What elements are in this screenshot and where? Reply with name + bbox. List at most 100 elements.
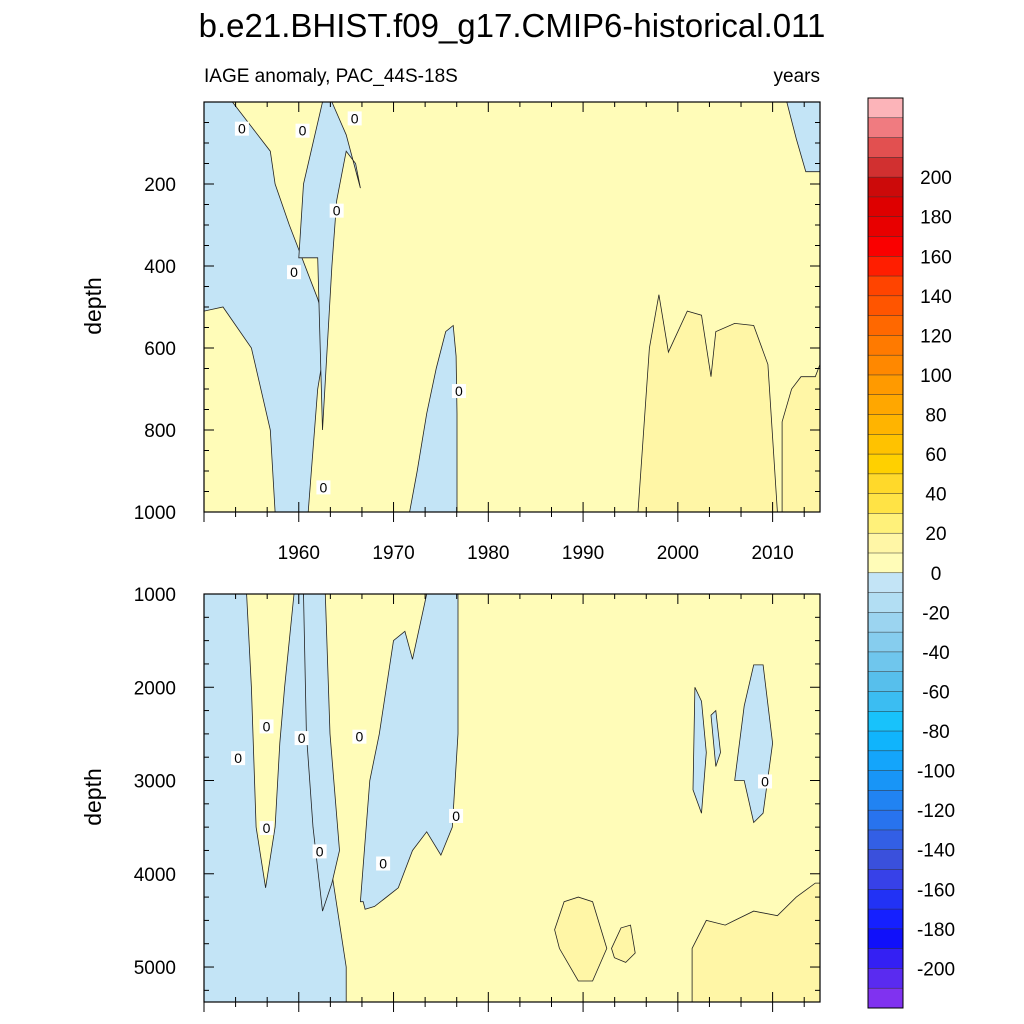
colorbar-swatch (868, 315, 903, 336)
x-tick-label: 1990 (562, 543, 604, 564)
colorbar-swatch (868, 829, 903, 851)
contour-label: 0 (758, 773, 773, 789)
colorbar-swatch (868, 948, 903, 969)
contour-label: 0 (376, 856, 391, 872)
contour-region-negative (204, 102, 328, 512)
colorbar-swatch (868, 98, 903, 119)
colorbar-label: -180 (917, 920, 955, 941)
colorbar-swatch (868, 810, 903, 831)
svg-text:0: 0 (316, 843, 324, 859)
colorbar-swatch (868, 691, 903, 712)
y-tick-label: 1000 (134, 503, 176, 524)
contour-region-positive (637, 294, 778, 512)
x-tick-label: 1980 (467, 543, 509, 564)
colorbar-label: 60 (925, 445, 946, 466)
y-tick-label: 800 (144, 421, 176, 442)
colorbar-swatch (868, 869, 903, 890)
contour-label: 0 (294, 730, 309, 746)
colorbar-label: 120 (920, 326, 952, 347)
colorbar-swatch (868, 513, 903, 534)
contour-label: 0 (234, 121, 249, 137)
contour-region-negative (786, 102, 820, 173)
y-tick-label: 5000 (134, 958, 176, 979)
colorbar-swatch (868, 177, 903, 198)
colorbar-swatch (868, 968, 903, 989)
contour-label: 0 (329, 203, 344, 219)
colorbar-label: 100 (920, 366, 952, 387)
y-tick-label: 600 (144, 339, 176, 360)
colorbar-swatch (868, 849, 903, 871)
colorbar-swatch (868, 434, 903, 455)
contour-region-negative (303, 594, 340, 912)
colorbar-swatch (868, 236, 903, 257)
panel-left-label: IAGE anomaly, PAC_44S-18S (204, 66, 458, 87)
lower-y-axis-label: depth (80, 768, 106, 826)
chart-title: b.e21.BHIST.f09_g17.CMIP6-historical.011 (199, 7, 826, 44)
contour-region-negative (710, 709, 721, 767)
y-tick-label: 400 (144, 257, 176, 278)
x-tick-label: 2010 (751, 543, 793, 564)
contour-label: 0 (449, 808, 464, 824)
colorbar-label: 200 (920, 168, 952, 189)
contour-label: 0 (451, 383, 466, 399)
contour-region-negative (359, 594, 459, 910)
colorbar-swatch (868, 928, 903, 950)
colorbar-swatch (868, 414, 903, 435)
colorbar-swatch (868, 335, 903, 356)
colorbar-swatch (868, 889, 903, 910)
y-tick-label: 200 (144, 175, 176, 196)
panel-right-label: years (774, 66, 820, 87)
contour-label: 0 (259, 718, 274, 734)
x-tick-label: 1960 (278, 543, 320, 564)
colorbar-label: 80 (925, 406, 946, 427)
colorbar-label: 20 (925, 524, 946, 545)
svg-text:0: 0 (333, 203, 341, 219)
contour-label: 0 (352, 729, 367, 745)
colorbar-swatch (868, 770, 903, 791)
colorbar-label: -80 (922, 722, 949, 743)
colorbar-swatch (868, 612, 903, 633)
colorbar-swatch (868, 374, 903, 396)
svg-text:0: 0 (234, 750, 242, 766)
colorbar-swatch (868, 909, 903, 930)
colorbar-swatch (868, 196, 903, 218)
y-tick-label: 1000 (134, 585, 176, 606)
contour-label: 0 (231, 750, 246, 766)
colorbar-label: -200 (917, 959, 955, 980)
colorbar-label: -20 (922, 603, 949, 624)
contour-label: 0 (316, 479, 331, 495)
svg-text:0: 0 (452, 808, 460, 824)
colorbar-frame (867, 97, 904, 1009)
contour-label: 0 (312, 843, 327, 859)
svg-text:0: 0 (320, 479, 328, 495)
colorbar-swatch (868, 493, 903, 514)
svg-text:0: 0 (356, 729, 364, 745)
colorbar-swatch (868, 355, 903, 376)
colorbar-swatch (868, 731, 903, 752)
colorbar-swatch (868, 256, 903, 277)
svg-text:0: 0 (298, 730, 306, 746)
colorbar-swatch (868, 671, 903, 692)
colorbar-swatch (868, 651, 903, 673)
y-tick-label: 3000 (134, 772, 176, 793)
svg-text:0: 0 (238, 121, 246, 137)
contour-region-negative (298, 102, 361, 431)
colorbar-swatch (868, 137, 903, 158)
colorbar-swatch (868, 750, 903, 772)
colorbar-label: 0 (931, 564, 942, 585)
colorbar-swatch (868, 572, 903, 594)
colorbar-label: -160 (917, 880, 955, 901)
contour-region-negative (692, 687, 707, 814)
colorbar-swatch (868, 216, 903, 237)
svg-text:0: 0 (351, 110, 359, 126)
colorbar-swatch (868, 276, 903, 297)
x-tick-label: 2000 (657, 543, 699, 564)
colorbar-label: 140 (920, 287, 952, 308)
contour-region-positive (781, 364, 820, 512)
colorbar-swatch (868, 157, 903, 178)
colorbar-swatch (868, 117, 903, 139)
svg-text:0: 0 (761, 773, 769, 789)
svg-text:0: 0 (263, 718, 271, 734)
colorbar-label: 180 (920, 208, 952, 229)
